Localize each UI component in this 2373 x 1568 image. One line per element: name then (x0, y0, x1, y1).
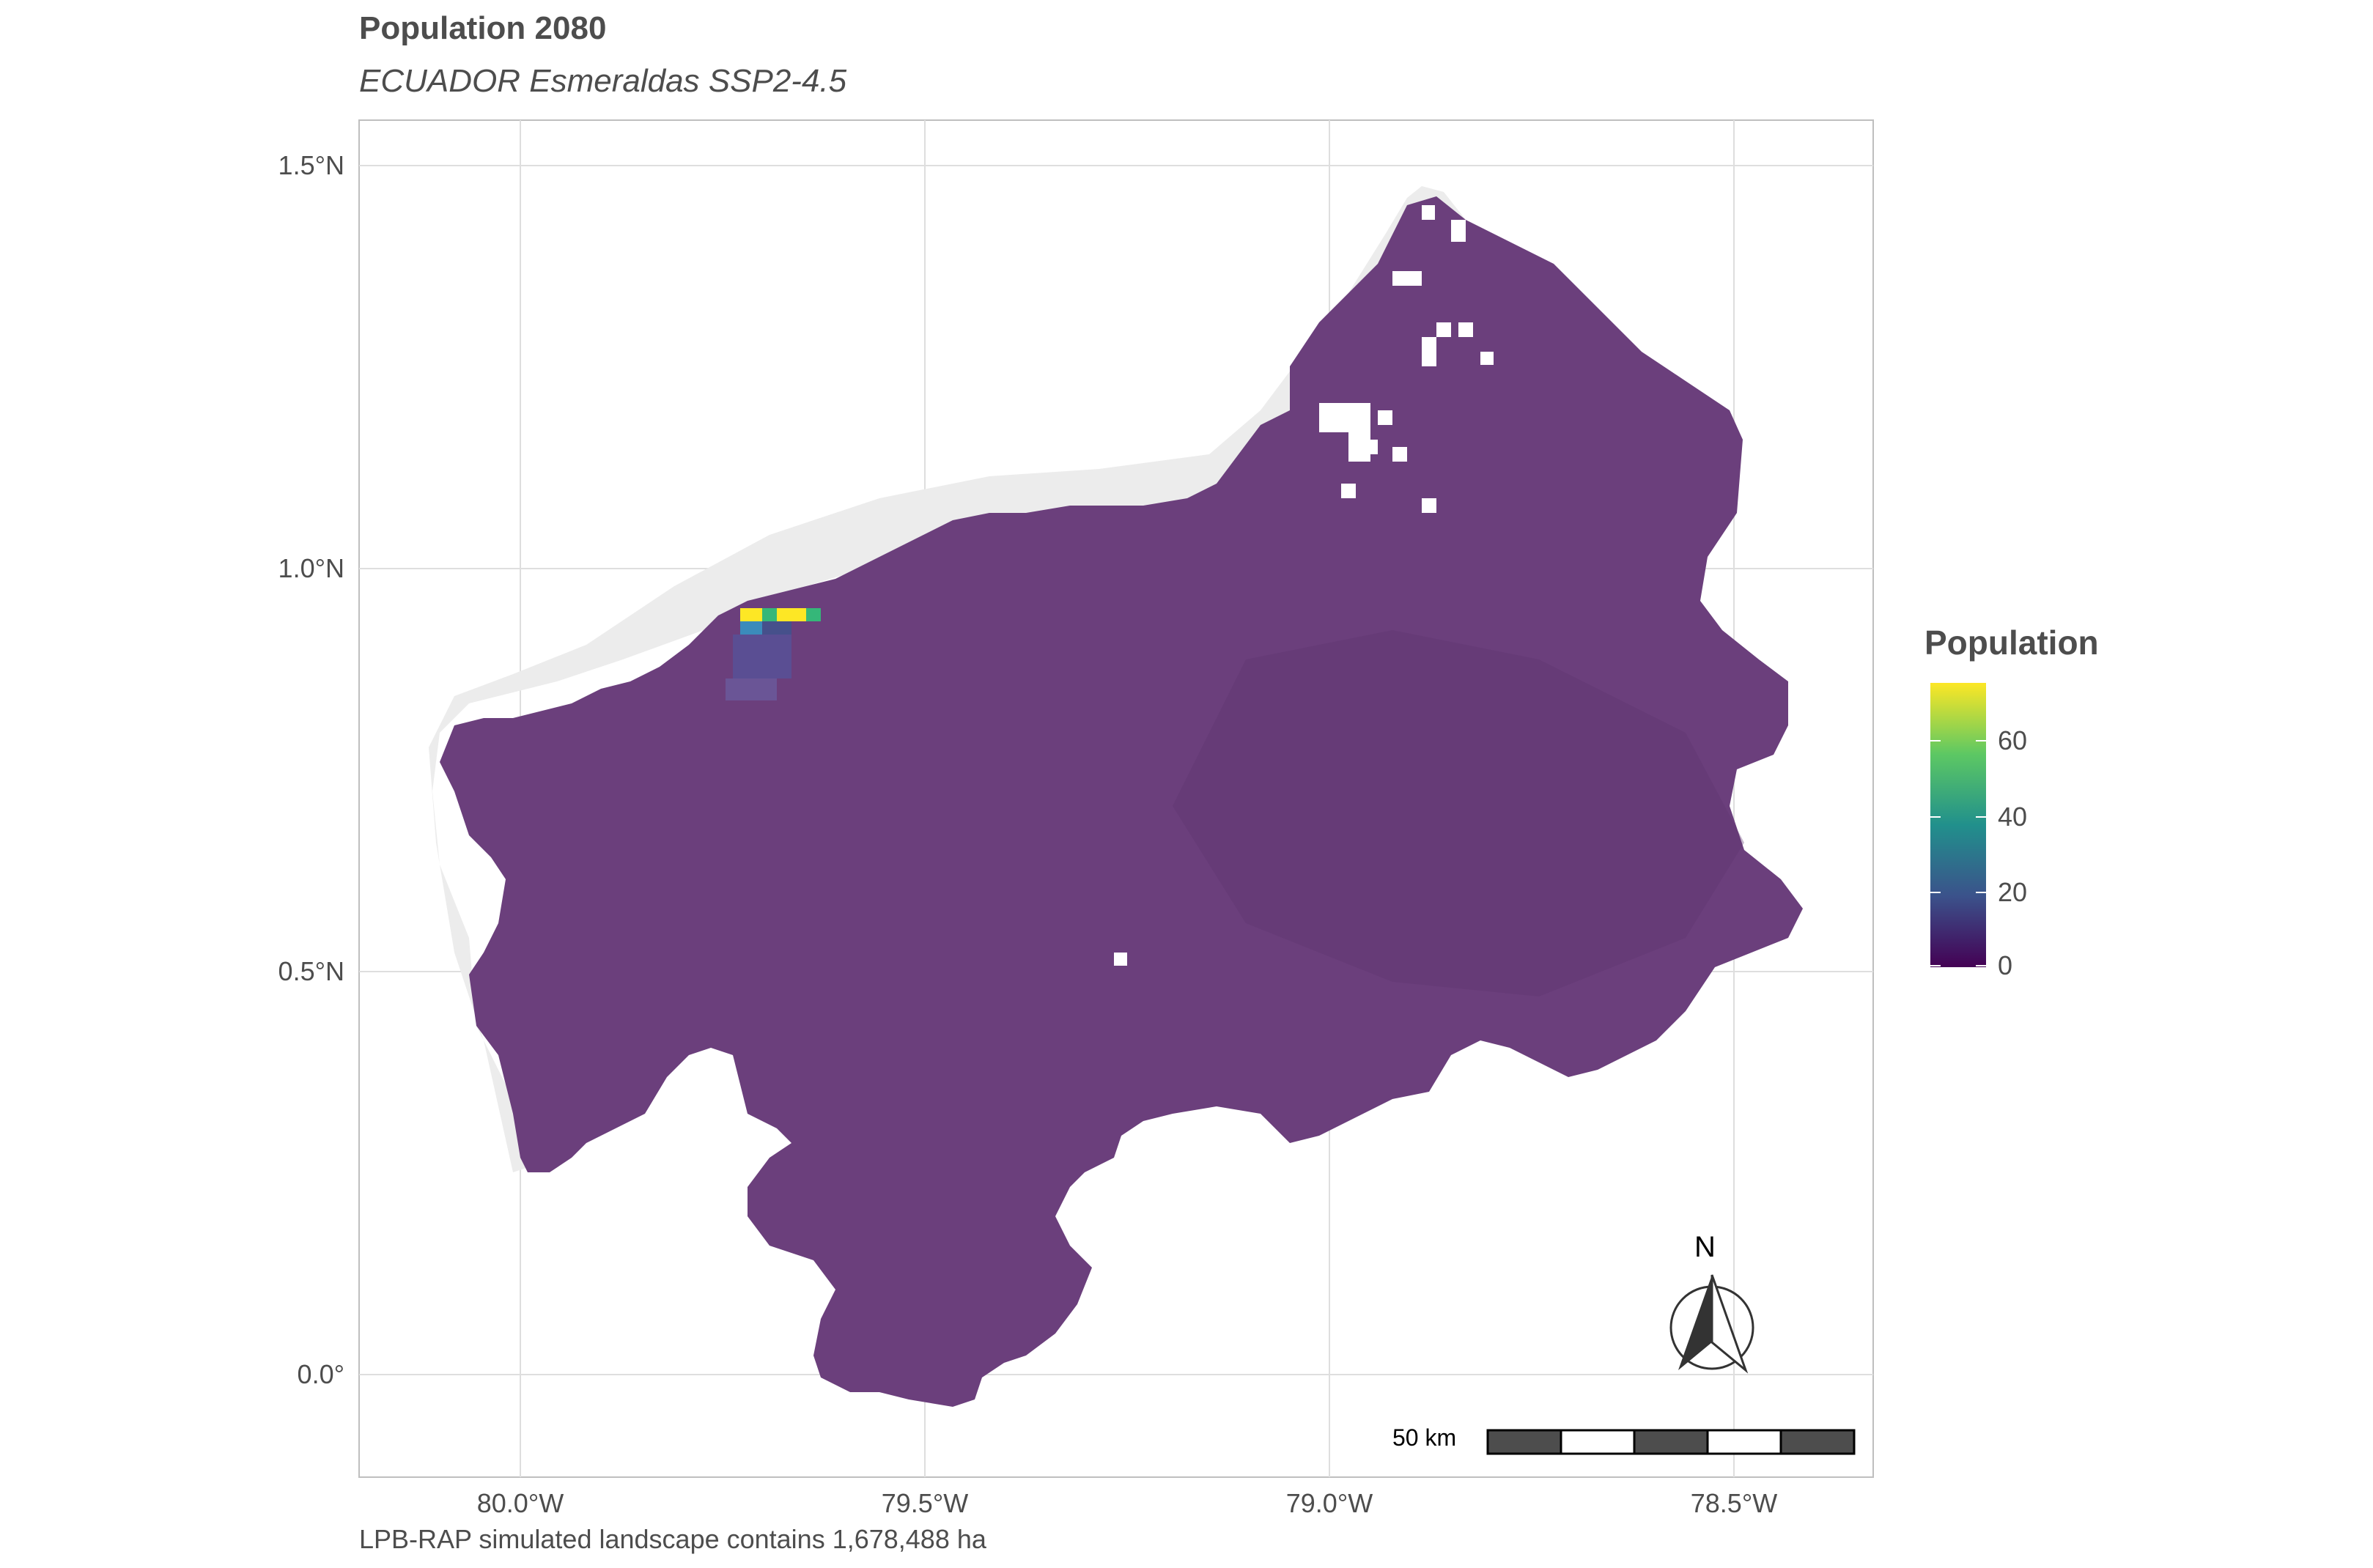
legend-ticks (1930, 740, 1986, 966)
legend-label: 20 (1998, 877, 2028, 907)
legend-label: 60 (1998, 725, 2028, 755)
y-tick-label: 0.5°N (278, 956, 344, 986)
x-tick-label: 79.0°W (1286, 1488, 1373, 1518)
legend-label: 0 (1998, 950, 2013, 980)
x-tick-label: 78.5°W (1691, 1488, 1777, 1518)
map-title: Population 2080 (359, 10, 607, 46)
scale-bar-label: 50 km (1392, 1424, 1457, 1451)
y-tick-label: 0.0° (298, 1359, 344, 1389)
legend-label: 40 (1998, 802, 2028, 832)
y-tick-label: 1.5°N (278, 150, 344, 180)
north-arrow-icon (1669, 1274, 1754, 1374)
x-tick-label: 80.0°W (477, 1488, 564, 1518)
north-label: N (1694, 1231, 1716, 1263)
hillshade-overlay (1173, 630, 1744, 996)
x-axis: 80.0°W 79.5°W 79.0°W 78.5°W (477, 1488, 1777, 1518)
population-hotspot (726, 608, 821, 700)
y-axis: 1.5°N 1.0°N 0.5°N 0.0° (278, 150, 344, 1389)
x-tick-label: 79.5°W (882, 1488, 968, 1518)
legend-title: Population (1924, 624, 2099, 662)
nodata-cells (1114, 205, 1494, 966)
y-tick-label: 1.0°N (278, 553, 344, 583)
map-subtitle: ECUADOR Esmeraldas SSP2-4.5 (359, 63, 847, 99)
legend-colorbar (1930, 683, 1986, 967)
map-caption: LPB-RAP simulated landscape contains 1,6… (359, 1524, 986, 1554)
esmeraldas-region (440, 196, 1803, 1407)
scale-bar (1486, 1429, 1856, 1455)
